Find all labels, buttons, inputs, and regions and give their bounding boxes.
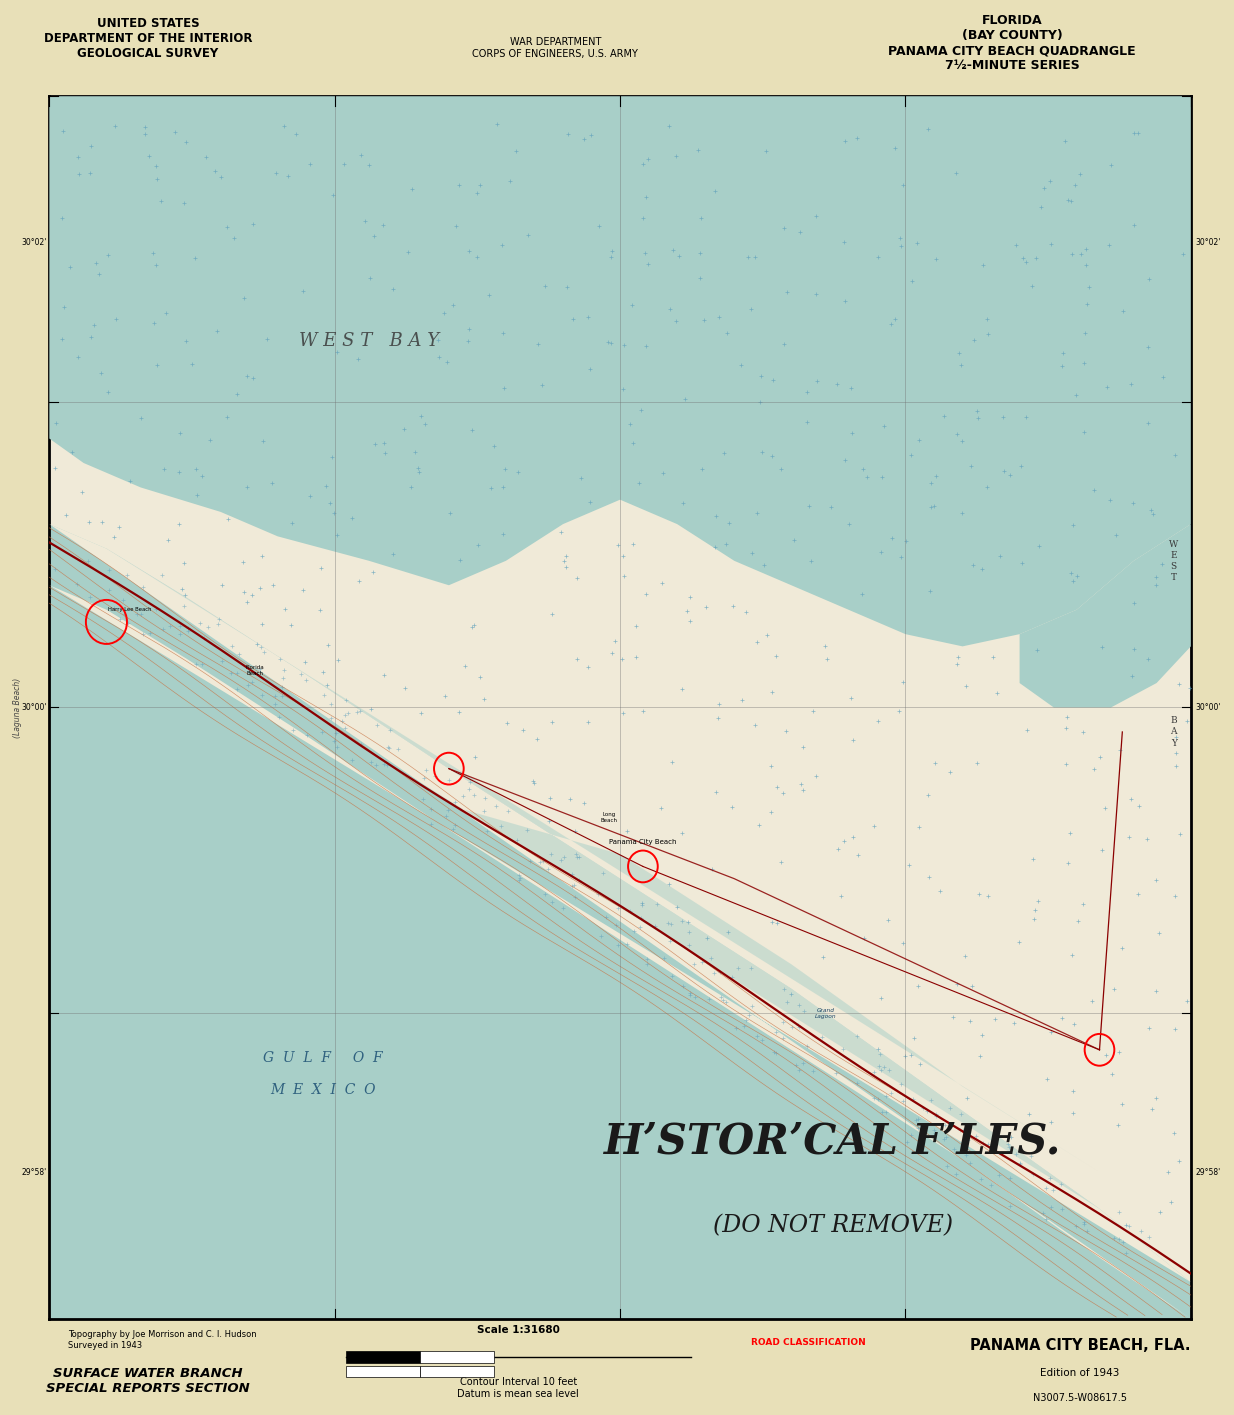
Text: SURFACE WATER BRANCH
SPECIAL REPORTS SECTION: SURFACE WATER BRANCH SPECIAL REPORTS SEC… <box>46 1367 251 1395</box>
Text: 29°58': 29°58' <box>1196 1167 1220 1177</box>
Text: 30°02': 30°02' <box>22 238 47 248</box>
Text: Contour Interval 10 feet
Datum is mean sea level: Contour Interval 10 feet Datum is mean s… <box>458 1377 579 1399</box>
FancyBboxPatch shape <box>420 1365 494 1377</box>
Text: W
E
S
T: W E S T <box>1169 539 1178 582</box>
FancyBboxPatch shape <box>346 1365 420 1377</box>
Text: FLORIDA
(BAY COUNTY)
PANAMA CITY BEACH QUADRANGLE
7½-MINUTE SERIES: FLORIDA (BAY COUNTY) PANAMA CITY BEACH Q… <box>888 14 1135 72</box>
Text: 30°02': 30°02' <box>1196 238 1220 248</box>
Text: Grand
Lagoon: Grand Lagoon <box>814 1007 837 1019</box>
Polygon shape <box>1019 524 1191 708</box>
FancyBboxPatch shape <box>346 1351 420 1363</box>
Text: Topography by Joe Morrison and C. I. Hudson
Surveyed in 1943: Topography by Joe Morrison and C. I. Hud… <box>68 1330 257 1350</box>
Text: Panama City Beach: Panama City Beach <box>610 839 676 845</box>
Text: (DO NOT REMOVE): (DO NOT REMOVE) <box>713 1214 953 1238</box>
Text: 30°00': 30°00' <box>22 703 47 712</box>
Text: Harry Lee Beach: Harry Lee Beach <box>107 607 151 613</box>
Text: ROAD CLASSIFICATION: ROAD CLASSIFICATION <box>752 1339 865 1347</box>
Text: PANAMA CITY BEACH, FLA.: PANAMA CITY BEACH, FLA. <box>970 1339 1190 1353</box>
Text: 29°58': 29°58' <box>22 1167 47 1177</box>
Text: Florida
Beach: Florida Beach <box>246 665 264 676</box>
FancyBboxPatch shape <box>420 1351 494 1363</box>
Text: UNITED STATES
DEPARTMENT OF THE INTERIOR
GEOLOGICAL SURVEY: UNITED STATES DEPARTMENT OF THE INTERIOR… <box>44 17 252 59</box>
Text: Scale 1:31680: Scale 1:31680 <box>476 1326 560 1336</box>
Text: Long
Beach: Long Beach <box>600 812 617 824</box>
Text: WAR DEPARTMENT
CORPS OF ENGINEERS, U.S. ARMY: WAR DEPARTMENT CORPS OF ENGINEERS, U.S. … <box>473 37 638 59</box>
Text: (Laguna Beach): (Laguna Beach) <box>12 678 22 737</box>
Polygon shape <box>49 96 1191 1282</box>
Text: 30°00': 30°00' <box>1196 703 1220 712</box>
Text: Edition of 1943: Edition of 1943 <box>1040 1368 1119 1378</box>
Polygon shape <box>49 524 1191 1319</box>
Text: N3007.5-W08617.5: N3007.5-W08617.5 <box>1033 1392 1127 1402</box>
Text: G  U  L  F     O  F

M  E  X  I  C  O: G U L F O F M E X I C O <box>264 1051 383 1098</box>
Polygon shape <box>49 96 1191 647</box>
Text: W E S T   B A Y: W E S T B A Y <box>299 331 439 350</box>
Text: B
A
Y: B A Y <box>1170 716 1177 747</box>
Polygon shape <box>49 524 1191 1319</box>
Text: HʼSTORʼCAL FʼLES.: HʼSTORʼCAL FʼLES. <box>605 1121 1061 1162</box>
Polygon shape <box>106 549 1099 1208</box>
